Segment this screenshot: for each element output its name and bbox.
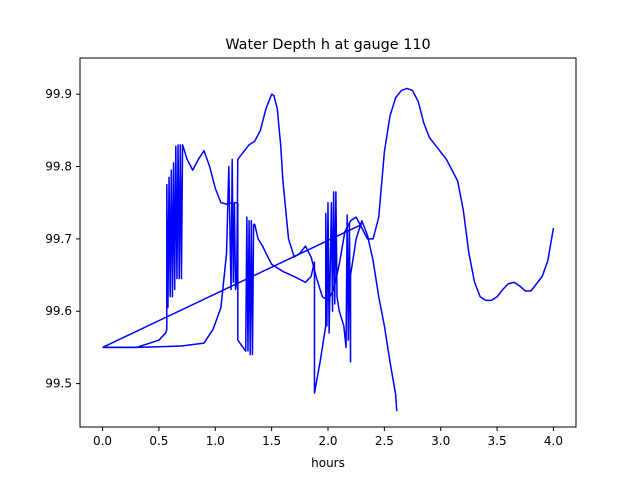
y-tick-label: 99.9	[45, 87, 72, 101]
x-axis-label: hours	[311, 456, 345, 470]
series-line-1	[102, 158, 398, 412]
x-tick-label: 2.5	[375, 434, 394, 448]
y-tick-label: 99.8	[45, 160, 72, 174]
x-tick-label: 1.0	[206, 434, 225, 448]
x-tick-label: 0.0	[93, 434, 112, 448]
x-tick-label: 0.5	[149, 434, 168, 448]
chart-title: Water Depth h at gauge 110	[225, 37, 430, 53]
y-tick-label: 99.6	[45, 304, 72, 318]
y-tick-label: 99.5	[45, 377, 72, 391]
series-layer	[102, 87, 555, 412]
y-axis: 99.5 99.6 99.7 99.8 99.9	[45, 87, 80, 391]
y-tick-label: 99.7	[45, 232, 72, 246]
x-tick-label: 4.0	[544, 434, 563, 448]
x-tick-label: 1.5	[262, 434, 281, 448]
x-tick-label: 2.0	[318, 434, 337, 448]
x-tick-label: 3.0	[431, 434, 450, 448]
x-axis: 0.0 0.5 1.0 1.5 2.0 2.5 3.0 3.5 4.0	[93, 427, 563, 448]
series-line-3	[102, 223, 363, 349]
x-tick-label: 3.5	[488, 434, 507, 448]
